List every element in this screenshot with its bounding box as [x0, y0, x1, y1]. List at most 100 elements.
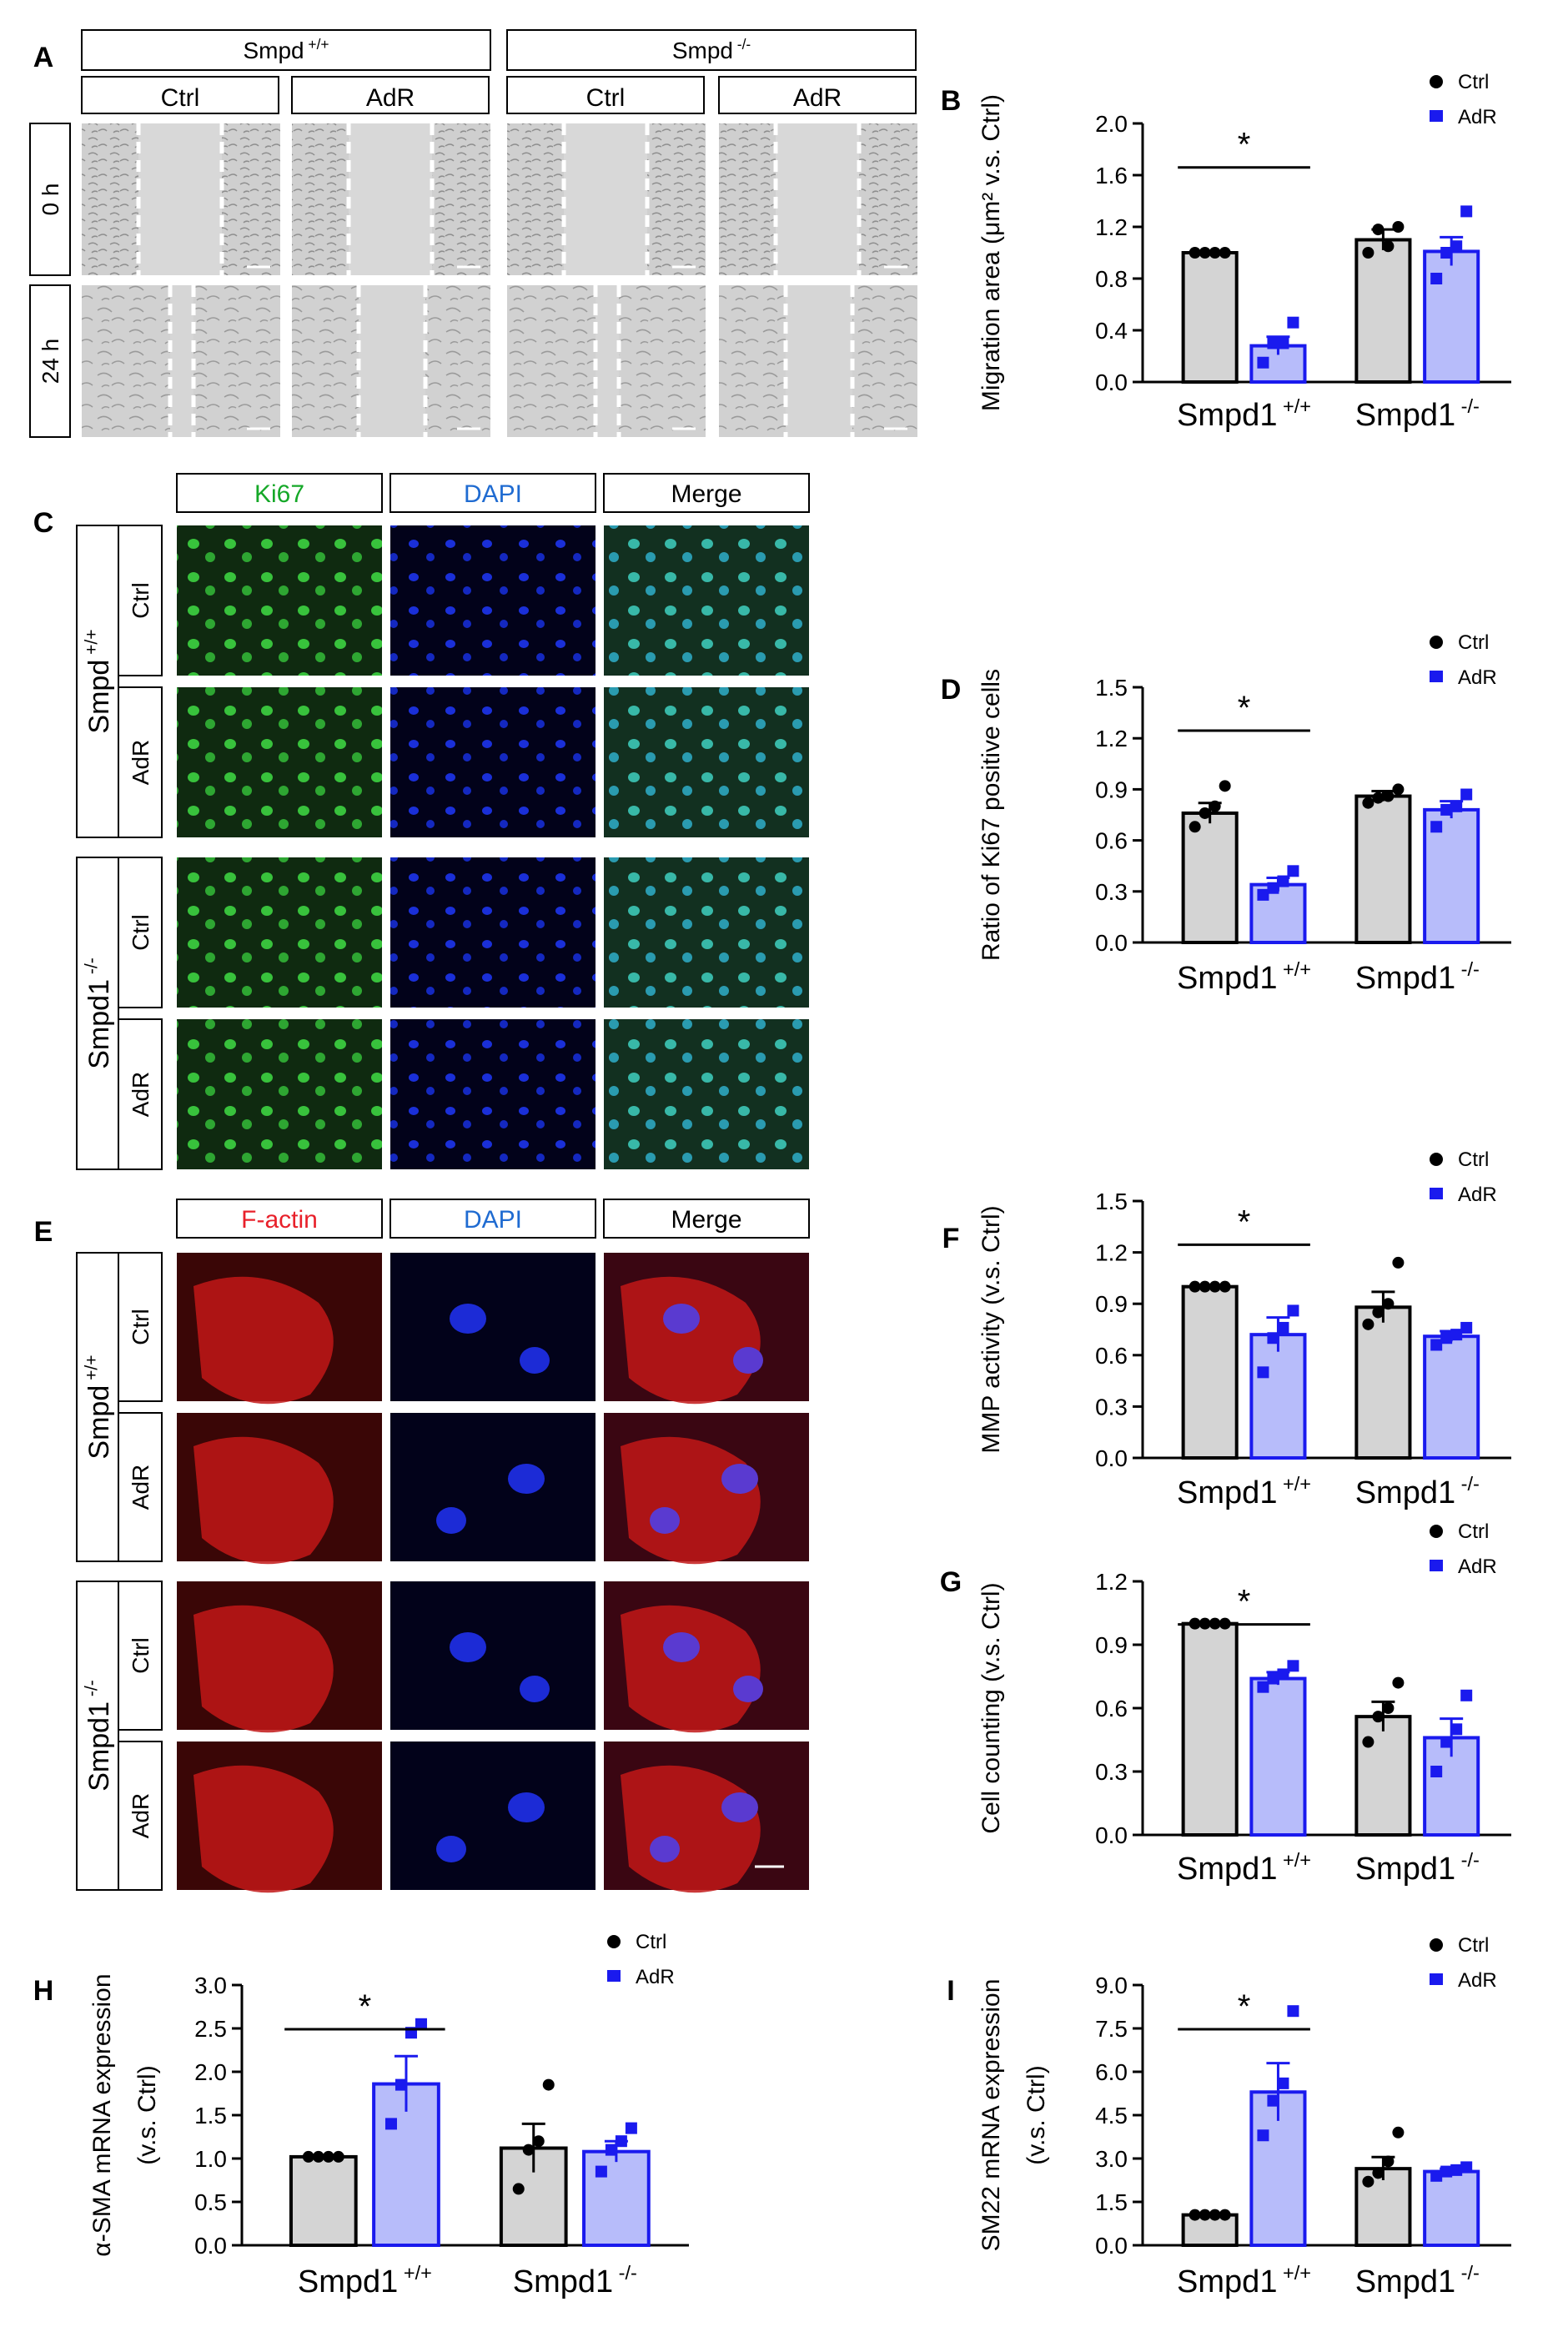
cell-nucleus — [508, 1464, 545, 1494]
chart-D: 0.0 0.3 0.6 0.9 1.2 1.5 Ratio of Ki67 positive… — [977, 631, 1511, 996]
bar-ctrl — [1181, 251, 1239, 384]
y-tick-label: 0.0 — [1095, 930, 1128, 956]
data-point-adr — [1277, 337, 1289, 349]
cell-nucleus — [663, 1632, 700, 1662]
c-group-label: Smpd +/+ — [82, 629, 115, 733]
e-group-label-sup: -/- — [82, 1680, 101, 1701]
data-point-adr — [1430, 821, 1443, 833]
category-label-base: Smpd1 — [1177, 1852, 1277, 1887]
cell-actin-shape — [621, 1436, 761, 1565]
data-point-ctrl — [1199, 247, 1211, 259]
e-group-label-sup: +/+ — [82, 1354, 101, 1385]
data-point-adr — [1287, 1304, 1299, 1317]
c-micrograph — [177, 1019, 382, 1169]
y-tick-label: 3.0 — [1095, 2146, 1128, 2172]
category-label-base: Smpd1 — [1177, 398, 1277, 433]
a-condition-box — [81, 76, 279, 114]
bar-adr — [1423, 2169, 1480, 2248]
significance-star: * — [1238, 127, 1251, 163]
a-condition-label: AdR — [366, 84, 415, 112]
data-point-ctrl — [1392, 1256, 1405, 1269]
a-condition-box — [506, 76, 705, 114]
data-point-ctrl — [1382, 240, 1395, 253]
cell-nucleus — [663, 1304, 700, 1334]
category-label-sup: +/+ — [1277, 395, 1311, 417]
c-micrograph — [177, 687, 382, 837]
data-point-ctrl — [302, 2150, 314, 2163]
data-point-adr — [1450, 240, 1463, 253]
data-point-ctrl — [1362, 2175, 1375, 2188]
data-point-adr — [1440, 1736, 1453, 1748]
e-group-label-base: Smpd — [83, 1385, 115, 1460]
data-point-ctrl — [1392, 221, 1405, 233]
a-row-label: 0 h — [38, 183, 63, 216]
legend-marker-adr — [1430, 1188, 1443, 1199]
data-point-adr — [1460, 1689, 1473, 1701]
significance-star: * — [1238, 690, 1251, 726]
y-tick-label: 7.5 — [1095, 2016, 1128, 2042]
category-label: Smpd1 -/- — [1355, 958, 1480, 996]
y-axis-label: MMP activity (v.s. Ctrl) — [977, 1205, 1005, 1453]
data-point-ctrl — [1372, 224, 1385, 236]
scratch-gap — [170, 285, 193, 437]
legend-label-adr: AdR — [1458, 1184, 1497, 1206]
bar-ctrl — [1354, 238, 1412, 384]
data-point-adr — [1450, 1723, 1463, 1736]
a-condition-label: Ctrl — [161, 84, 200, 112]
e-condition-box — [118, 1741, 163, 1891]
bar-adr — [1423, 249, 1480, 384]
data-point-adr — [1267, 337, 1279, 349]
data-point-ctrl — [1209, 2209, 1221, 2221]
y-tick-label: 0.9 — [1095, 1291, 1128, 1317]
bar-ctrl — [1181, 811, 1239, 945]
y-tick-label: 1.5 — [194, 2103, 227, 2128]
data-point-ctrl — [1392, 2126, 1405, 2139]
panel-letter-D: D — [941, 674, 962, 706]
cell-actin-shape — [193, 1436, 334, 1565]
a-header-label: Smpd +/+ — [243, 36, 329, 63]
category-label-base: Smpd1 — [513, 2264, 613, 2299]
cell-actin-shape — [193, 1276, 334, 1405]
data-point-adr — [1257, 356, 1269, 369]
data-point-adr — [1277, 2077, 1289, 2089]
legend-marker-ctrl — [607, 1935, 621, 1948]
data-point-adr — [1267, 882, 1279, 894]
data-point-adr — [595, 2165, 607, 2178]
category-label-sup: -/- — [1455, 2262, 1480, 2284]
data-point-adr — [1430, 1339, 1443, 1351]
category-label-base: Smpd1 — [1355, 1475, 1455, 1510]
data-point-adr — [384, 2118, 397, 2130]
data-point-adr — [1460, 788, 1473, 801]
data-point-ctrl — [1219, 780, 1231, 792]
data-point-ctrl — [542, 2078, 555, 2091]
c-group-box — [76, 857, 119, 1170]
c-condition-label: Ctrl — [128, 914, 153, 951]
c-condition-label: AdR — [128, 740, 153, 785]
category-label-base: Smpd1 — [1177, 2264, 1277, 2299]
legend-label-adr: AdR — [1458, 1969, 1497, 1992]
cell-nucleus — [508, 1792, 545, 1822]
category-label-sup: -/- — [1455, 958, 1480, 980]
category-label: Smpd1 -/- — [1355, 1473, 1480, 1510]
cell-nucleus — [436, 1836, 466, 1862]
legend-label-ctrl: Ctrl — [1458, 1520, 1489, 1543]
y-tick-label: 1.6 — [1095, 163, 1128, 188]
data-point-ctrl — [1372, 1711, 1385, 1723]
e-micrograph — [390, 1253, 596, 1401]
y-tick-label: 2.0 — [1095, 111, 1128, 137]
category-label: Smpd1 -/- — [513, 2262, 637, 2299]
a-condition-box — [291, 76, 490, 114]
data-point-adr — [1287, 2005, 1299, 2018]
e-condition-box — [118, 1581, 163, 1731]
cell-actin-shape — [621, 1605, 761, 1733]
data-point-ctrl — [1382, 2155, 1395, 2168]
legend-marker-adr — [1430, 1560, 1443, 1571]
e-condition-box — [118, 1412, 163, 1562]
significance-star: * — [1238, 1584, 1251, 1621]
legend-marker-adr — [607, 1970, 621, 1982]
a-header-box — [81, 29, 491, 71]
a-condition-box — [718, 76, 917, 114]
bar-ctrl — [1181, 2213, 1239, 2248]
category-label: Smpd1 +/+ — [1177, 1473, 1311, 1510]
